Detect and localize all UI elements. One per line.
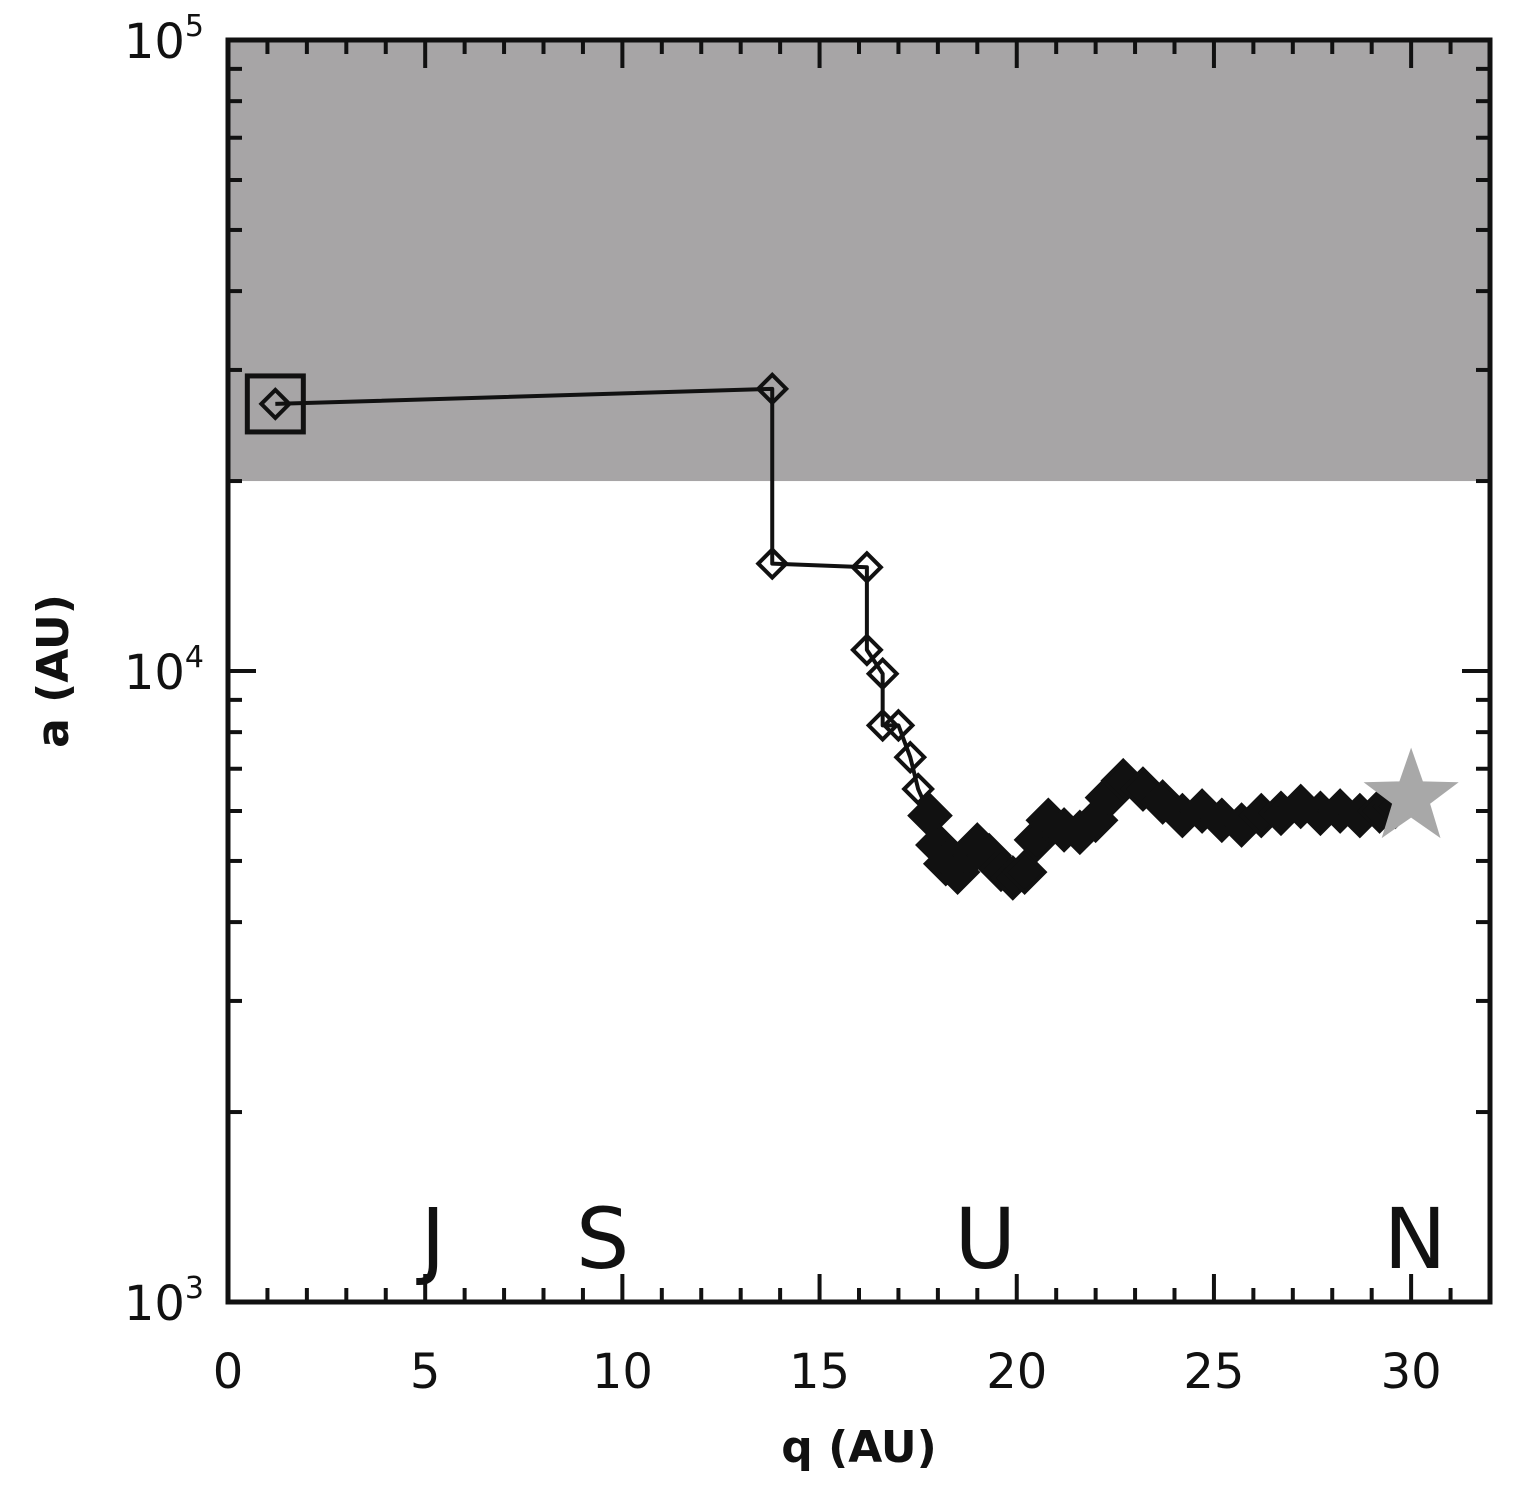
- x-tick-labels: 0 5 10 15 20 25 30: [213, 1344, 1442, 1400]
- data-point: [893, 740, 928, 775]
- planet-label-S: S: [576, 1190, 629, 1288]
- x-tick-label: 10: [592, 1344, 653, 1400]
- data-point: [258, 387, 293, 421]
- x-tick-label: 25: [1183, 1344, 1244, 1400]
- y-tick-labels: 103 104 105: [124, 9, 204, 1332]
- planet-label-J: J: [416, 1190, 446, 1288]
- y-tick-label: 103: [124, 1271, 204, 1332]
- x-axis-title: q (AU): [781, 1422, 936, 1473]
- end-marker-star: [1363, 747, 1459, 839]
- data-point: [1001, 849, 1048, 895]
- data-point: [881, 708, 916, 743]
- x-tick-label: 5: [410, 1344, 441, 1400]
- plot-frame: [225, 37, 1493, 1305]
- shaded-region: [228, 40, 1490, 482]
- data-point: [865, 708, 900, 743]
- planet-label-U: U: [954, 1190, 1015, 1288]
- data-point: [850, 550, 884, 585]
- y-tick-label: 105: [124, 9, 204, 70]
- y-axis-title: a (AU): [28, 594, 79, 748]
- data-point: [755, 372, 790, 406]
- y-tick-label: 104: [124, 640, 204, 701]
- data-point: [850, 633, 884, 667]
- data-point: [755, 546, 790, 581]
- data-point: [865, 656, 900, 691]
- start-marker-square: [244, 373, 306, 435]
- planet-label-N: N: [1384, 1190, 1447, 1288]
- x-tick-label: 0: [213, 1344, 244, 1400]
- x-tick-label: 15: [789, 1344, 850, 1400]
- x-tick-label: 20: [986, 1344, 1047, 1400]
- series-markers: [258, 372, 1419, 901]
- x-tick-label: 30: [1381, 1344, 1442, 1400]
- data-point: [901, 772, 935, 806]
